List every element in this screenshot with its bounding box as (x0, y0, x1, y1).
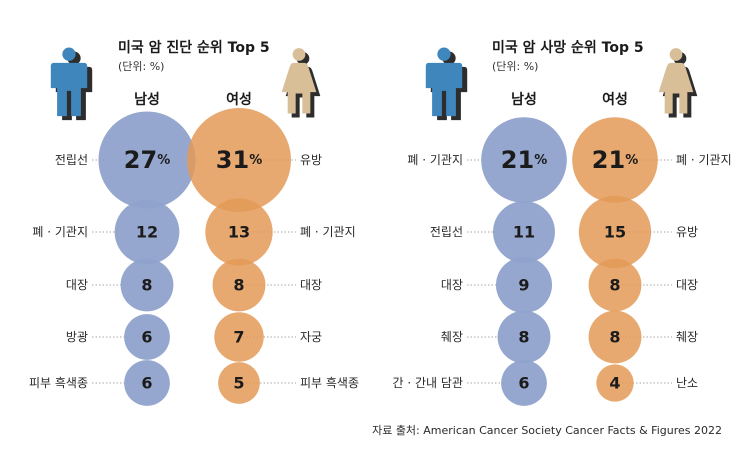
value-label: 11 (513, 223, 535, 242)
male-category-label: 췌장 (441, 330, 463, 344)
male-category-label: 방광 (66, 330, 88, 344)
female-bubble (588, 310, 642, 364)
female-bubble (218, 362, 260, 404)
female-bubble (596, 364, 634, 402)
male-bubble (497, 310, 551, 364)
female-category-label: 유방 (300, 153, 322, 167)
value-label: 6 (141, 328, 152, 347)
female-bubble (187, 108, 291, 212)
male-category-label: 전립선 (430, 225, 463, 239)
male-bubble (120, 258, 174, 312)
diagnosis-panel: 미국 암 진단 순위 Top 5 (단위: %) 남성 여성 전립선 27%폐 ·… (29, 39, 359, 406)
female-category-label: 피부 흑색종 (300, 376, 359, 390)
female-bubble (588, 258, 642, 312)
unit-label: (단위: %) (118, 60, 164, 73)
legend-male: 남성 (134, 91, 160, 108)
percent-sign: % (534, 153, 547, 168)
female-category-label: 대장 (676, 278, 698, 292)
legend-female: 여성 (602, 91, 628, 108)
female-bubble (214, 312, 264, 362)
male-bubble (493, 201, 555, 263)
value-label: 8 (233, 276, 244, 295)
unit-label: (단위: %) (492, 60, 538, 73)
female-category-label: 자궁 (300, 330, 322, 344)
value-label: 13 (228, 223, 250, 242)
chart-title: 미국 암 사망 순위 Top 5 (492, 39, 644, 56)
female-bubble (212, 258, 266, 312)
value-label: 8 (141, 276, 152, 295)
female-category-label: 췌장 (676, 330, 698, 344)
value-label: 8 (609, 328, 620, 347)
male-category-label: 대장 (441, 278, 463, 292)
female-category-label: 폐 · 기관지 (300, 225, 356, 239)
value-label: 7 (233, 328, 244, 347)
percent-sign: % (157, 153, 170, 168)
male-category-label: 대장 (66, 278, 88, 292)
value-label: 8 (518, 328, 529, 347)
chart-title: 미국 암 진단 순위 Top 5 (118, 39, 270, 56)
value-label: 8 (609, 276, 620, 295)
source-note: 자료 출처: American Cancer Society Cancer Fa… (372, 424, 722, 437)
male-category-label: 간 · 간내 담관 (393, 376, 463, 390)
female-category-label: 폐 · 기관지 (676, 153, 732, 167)
male-category-label: 전립선 (55, 153, 88, 167)
female-bubble (205, 198, 273, 266)
male-bubble (501, 360, 547, 406)
male-bubble (98, 111, 196, 209)
percent-sign: % (249, 153, 262, 168)
male-bubble (124, 314, 170, 360)
legend-female: 여성 (226, 91, 252, 108)
value-label: 15 (604, 223, 626, 242)
value-label: 5 (233, 374, 244, 393)
male-category-label: 피부 흑색종 (29, 376, 88, 390)
female-bubble (578, 195, 652, 269)
male-bubble (481, 117, 567, 203)
female-bubble (572, 117, 658, 203)
female-category-label: 대장 (300, 278, 322, 292)
value-label: 9 (518, 276, 529, 295)
percent-sign: % (625, 153, 638, 168)
male-bubble (124, 360, 170, 406)
male-category-label: 폐 · 기관지 (407, 153, 463, 167)
legend-male: 남성 (511, 91, 537, 108)
female-category-label: 난소 (676, 376, 698, 390)
male-bubble (114, 199, 180, 265)
female-category-label: 유방 (676, 225, 698, 239)
value-label: 6 (518, 374, 529, 393)
mortality-panel: 미국 암 사망 순위 Top 5 (단위: %) 남성 여성 폐 · 기관지 21… (393, 39, 732, 406)
value-label: 6 (141, 374, 152, 393)
value-label: 4 (609, 374, 620, 393)
male-bubble (495, 256, 553, 314)
male-category-label: 폐 · 기관지 (32, 225, 88, 239)
value-label: 12 (136, 223, 158, 242)
